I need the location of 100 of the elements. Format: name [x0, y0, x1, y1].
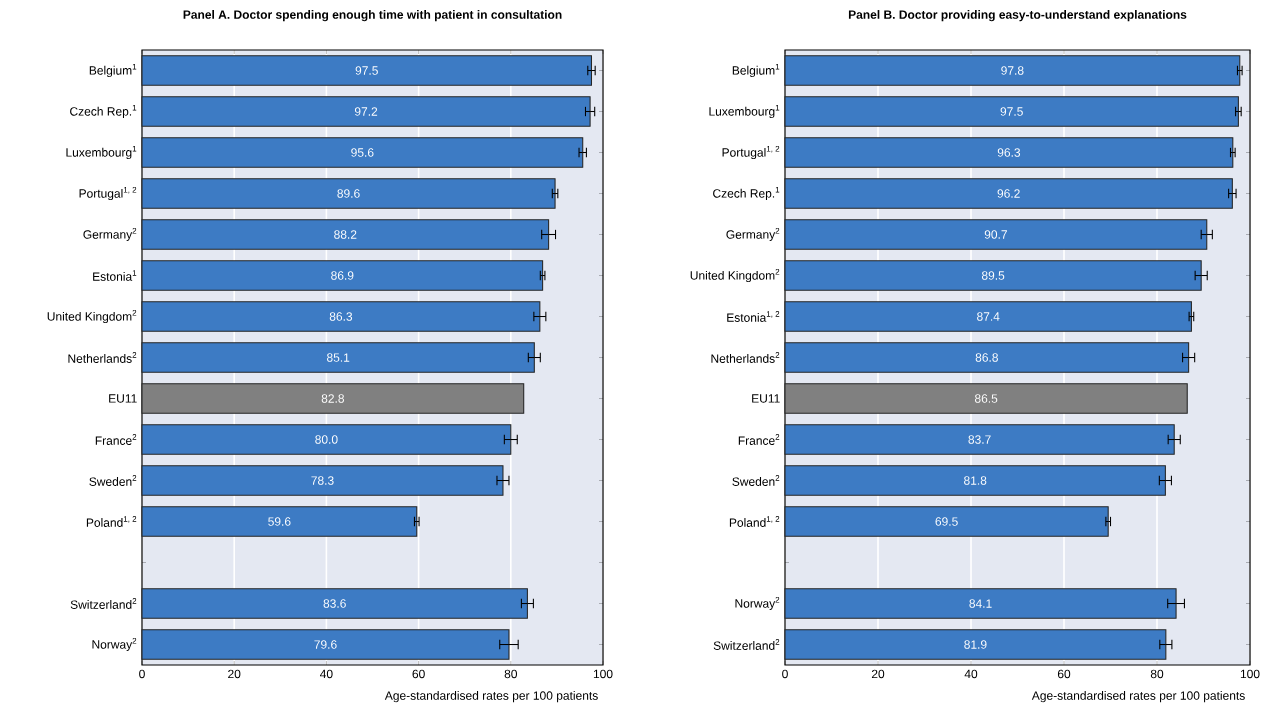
data-label: 80.0 [315, 435, 338, 444]
data-label: 89.6 [337, 189, 360, 198]
data-label: 83.7 [968, 435, 991, 444]
bar [141, 96, 591, 127]
y-tick-label: Portugal$^{1, 2}$ [79, 186, 137, 201]
x-tick-label: 20 [228, 669, 241, 679]
y-tick-label: Norway$^{2}$ [735, 596, 780, 611]
data-label: 96.2 [997, 189, 1020, 198]
y-tick-label: Poland$^{1, 2}$ [729, 516, 780, 527]
bar [784, 342, 1190, 373]
y-tick-label: Poland$^{1, 2}$ [86, 516, 137, 527]
data-label: 82.8 [321, 394, 345, 403]
x-axis-title: Age-standardised rates per 100 patients [1031, 691, 1245, 703]
y-tick-label: Netherlands$^{2}$ [68, 352, 137, 363]
x-tick-label: 0 [139, 669, 145, 679]
data-label: 87.4 [977, 312, 1000, 321]
y-tick-label: Belgium$^{1}$ [89, 63, 137, 78]
y-tick-label: Germany$^{2}$ [83, 227, 137, 242]
bar [784, 219, 1208, 250]
y-tick-label: United Kingdom$^{2}$ [47, 309, 137, 324]
y-tick-label: United Kingdom$^{2}$ [690, 268, 780, 283]
bar [784, 629, 1167, 660]
data-label: 86.9 [331, 271, 354, 280]
bar [141, 588, 528, 619]
bar [141, 629, 510, 660]
data-label: 86.3 [329, 312, 353, 321]
y-tick-label: Luxembourg$^{1}$ [66, 145, 137, 160]
bar [784, 383, 1188, 414]
x-axis-title: Age-standardised rates per 100 patients [384, 691, 598, 703]
data-label: 85.1 [327, 353, 350, 362]
bar [784, 424, 1175, 455]
chart-title: Panel B. Doctor providing easy-to-understand explanations [848, 10, 1187, 22]
bar [141, 506, 418, 537]
data-label: 97.8 [1001, 66, 1024, 75]
x-tick-label: 100 [593, 669, 613, 679]
x-tick-label: 0 [782, 669, 788, 679]
bar [141, 137, 584, 168]
y-tick-label: Estonia$^{1}$ [93, 270, 137, 281]
data-label: 69.5 [935, 517, 958, 526]
y-tick-label: Netherlands$^{2}$ [711, 352, 780, 363]
data-label: 97.5 [1000, 107, 1023, 116]
x-tick-label: 40 [964, 669, 978, 679]
data-label: 79.6 [314, 640, 337, 649]
data-label: 90.7 [984, 230, 1007, 239]
data-label: 81.8 [964, 476, 987, 485]
y-tick-label: Czech Rep.$^{1}$ [70, 104, 137, 119]
y-tick-label: Luxembourg$^{1}$ [709, 104, 780, 119]
bar [141, 219, 550, 250]
y-tick-label: Switzerland$^{2}$ [713, 639, 780, 650]
bar [784, 55, 1241, 86]
bar [784, 260, 1202, 291]
data-label: 84.1 [969, 599, 992, 608]
y-tick-label: Sweden$^{2}$ [89, 475, 137, 486]
x-tick-label: 100 [1240, 669, 1260, 679]
data-label: 97.2 [354, 107, 378, 116]
bar [784, 96, 1239, 127]
x-tick-label: 80 [504, 669, 518, 679]
bar [784, 506, 1109, 537]
y-tick-label: Czech Rep.$^{1}$ [713, 186, 780, 201]
bar [141, 301, 541, 332]
bar [784, 301, 1192, 332]
bar [141, 260, 544, 291]
bar [141, 342, 535, 373]
data-label: 83.6 [323, 599, 346, 608]
y-tick-label: EU11 [109, 394, 137, 403]
y-tick-label: Sweden$^{2}$ [732, 475, 780, 486]
data-label: 81.9 [964, 640, 987, 649]
data-label: 96.3 [997, 148, 1021, 157]
bar [141, 424, 512, 455]
y-tick-label: Norway$^{2}$ [92, 637, 137, 652]
y-tick-label: France$^{2}$ [738, 434, 780, 445]
data-label: 97.5 [355, 66, 378, 75]
y-tick-label: Belgium$^{1}$ [732, 63, 780, 78]
x-tick-label: 60 [412, 669, 425, 679]
x-tick-label: 80 [1150, 669, 1164, 679]
bar [141, 178, 556, 209]
y-tick-label: Germany$^{2}$ [726, 227, 780, 242]
y-tick-label: Portugal$^{1, 2}$ [722, 145, 780, 160]
y-tick-label: France$^{2}$ [95, 434, 137, 445]
bar [784, 588, 1177, 619]
data-label: 59.6 [268, 517, 291, 526]
data-label: 78.3 [311, 476, 334, 485]
y-tick-label: Estonia$^{1, 2}$ [727, 311, 780, 322]
data-label: 89.5 [981, 271, 1005, 280]
data-label: 86.5 [974, 394, 998, 403]
bar [141, 465, 504, 496]
bar [784, 178, 1233, 209]
data-label: 86.8 [975, 353, 998, 362]
x-tick-label: 20 [871, 669, 885, 679]
bar [141, 383, 525, 414]
bar [784, 137, 1234, 168]
data-label: 88.2 [334, 230, 357, 239]
bar [141, 55, 593, 86]
y-tick-label: EU11 [752, 394, 780, 403]
x-tick-label: 60 [1057, 669, 1071, 679]
x-tick-label: 40 [320, 669, 333, 679]
chart-title: Panel A. Doctor spending enough time with patient in consultation [183, 10, 562, 22]
y-tick-label: Switzerland$^{2}$ [70, 598, 137, 609]
bar [784, 465, 1166, 496]
data-label: 95.6 [351, 148, 374, 157]
